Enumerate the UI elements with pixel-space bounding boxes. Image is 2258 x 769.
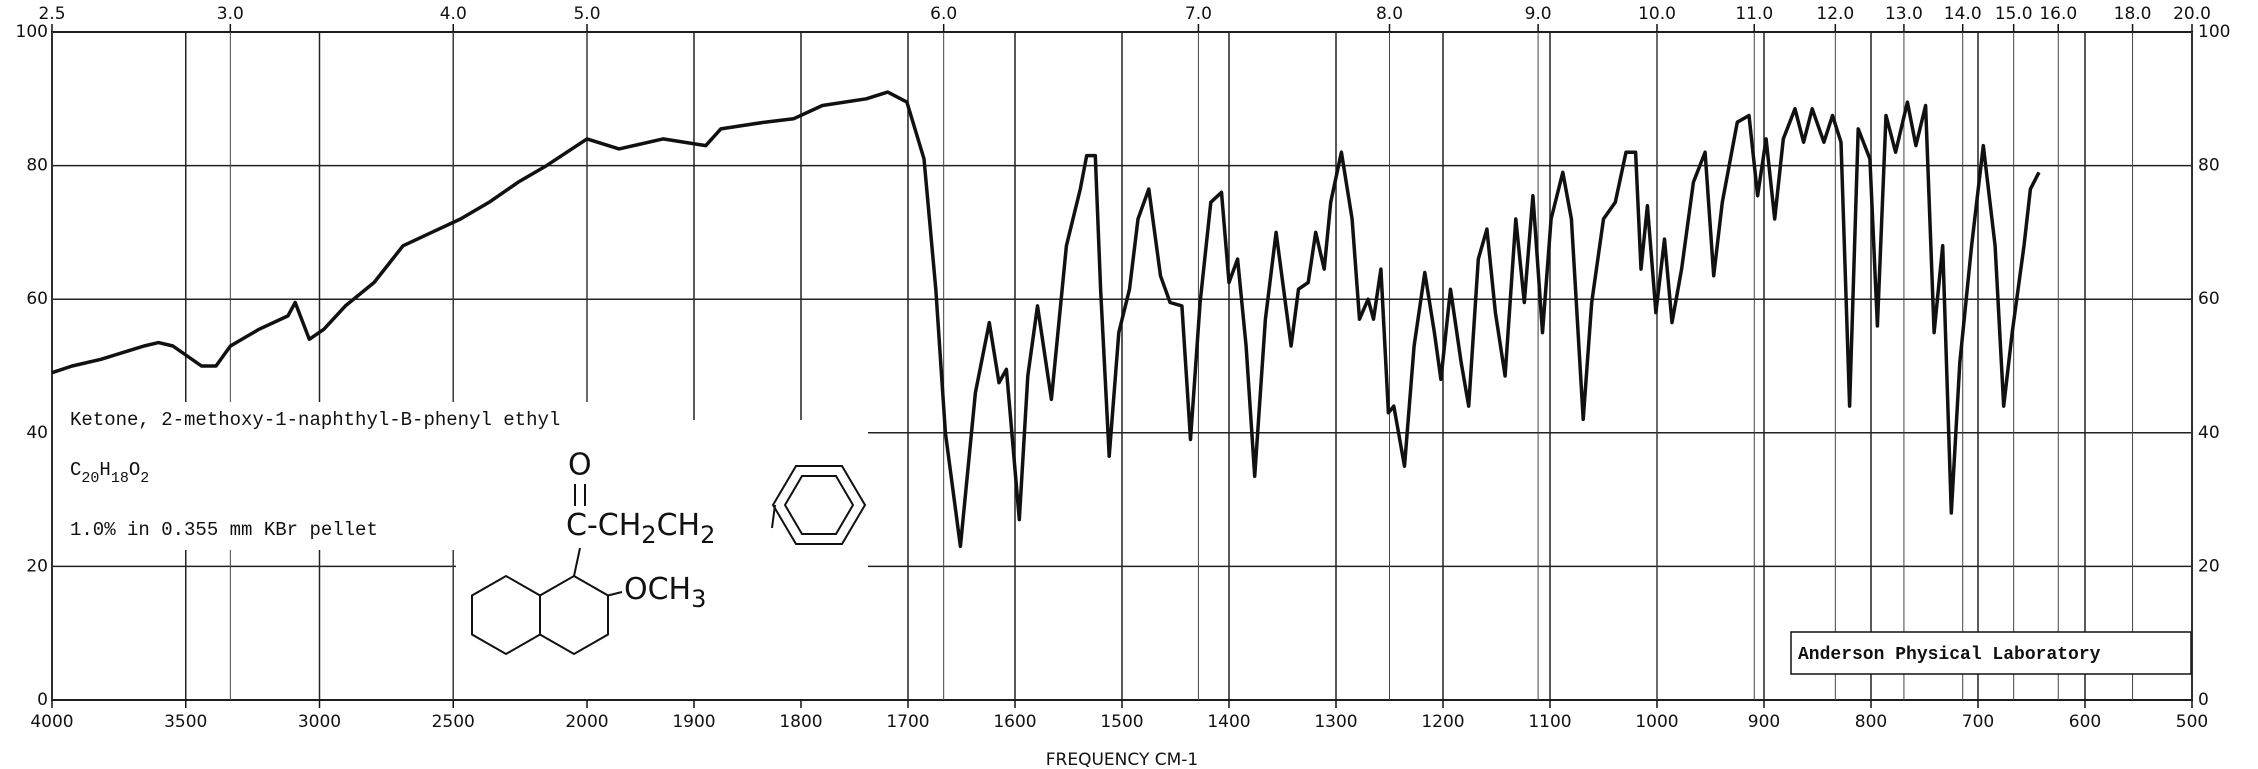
compound-name: Ketone, 2-methoxy-1-naphthyl-B-phenyl et… — [70, 409, 560, 431]
formula: C20H18O2 — [70, 459, 149, 487]
structure-sub: 2 — [700, 521, 715, 549]
x-tick-label: 500 — [2176, 712, 2208, 732]
structure-sub: 3 — [691, 585, 706, 613]
x2-tick-label: 18.0 — [2114, 4, 2152, 24]
x2-tick-label: 15.0 — [1995, 4, 2033, 24]
x-tick-label: 700 — [1962, 712, 1994, 732]
ring — [771, 465, 867, 545]
x-tick-label: 3500 — [164, 712, 207, 732]
x-tick-label: 1400 — [1207, 712, 1250, 732]
x-tick-label: 800 — [1855, 712, 1887, 732]
x-tick-label: 1900 — [672, 712, 715, 732]
structure-part: CH — [657, 508, 701, 543]
y2-tick-label: 20 — [2198, 556, 2220, 576]
y-tick-label: 80 — [26, 156, 48, 176]
x-tick-label: 4000 — [30, 712, 73, 732]
x-tick-label: 900 — [1748, 712, 1780, 732]
sample-note: 1.0% in 0.355 mm KBr pellet — [70, 519, 378, 541]
x2-tick-label: 20.0 — [2173, 4, 2211, 24]
structure-label: OCH3 — [624, 572, 706, 614]
x2-tick-label: 11.0 — [1735, 4, 1773, 24]
x-tick-label: 1300 — [1314, 712, 1357, 732]
y-tick-label: 20 — [26, 556, 48, 576]
x-tick-label: 1100 — [1528, 712, 1571, 732]
x-tick-label: 2500 — [432, 712, 475, 732]
structure-sub: 2 — [641, 521, 656, 549]
formula-sub: 18 — [111, 470, 129, 487]
y-tick-label: 100 — [16, 22, 48, 42]
formula-part: H — [99, 459, 110, 481]
formula-part: O — [129, 459, 140, 481]
x-tick-label: 3000 — [298, 712, 341, 732]
y2-tick-label: 0 — [2198, 690, 2209, 710]
y-tick-label: 60 — [26, 289, 48, 309]
lab-box — [1790, 631, 2192, 675]
x2-tick-label: 14.0 — [1944, 4, 1982, 24]
x-tick-label: 2000 — [565, 712, 608, 732]
formula-sub: 2 — [140, 470, 149, 487]
grid — [51, 24, 2193, 708]
structure-label: C-CH2CH2 — [566, 508, 715, 550]
bond — [573, 547, 581, 577]
structure-part: C-CH — [566, 508, 641, 543]
y2-tick-label: 100 — [2198, 22, 2230, 42]
formula-sub: 20 — [81, 470, 99, 487]
x-tick-label: 1200 — [1421, 712, 1464, 732]
y-tick-label: 0 — [37, 690, 48, 710]
x2-tick-label: 9.0 — [1525, 4, 1552, 24]
structure — [471, 465, 867, 656]
x2-tick-label: 2.5 — [38, 4, 65, 24]
y2-tick-label: 60 — [2198, 289, 2220, 309]
ring-inner — [783, 475, 855, 535]
x-tick-label: 600 — [2069, 712, 2101, 732]
x-tick-label: 1500 — [1100, 712, 1143, 732]
structure-label: O — [568, 448, 592, 483]
x2-tick-label: 8.0 — [1376, 4, 1403, 24]
x2-tick-label: 16.0 — [2039, 4, 2077, 24]
x2-tick-label: 12.0 — [1816, 4, 1854, 24]
x-tick-label: 1000 — [1635, 712, 1678, 732]
x2-tick-label: 3.0 — [217, 4, 244, 24]
y-tick-label: 40 — [26, 423, 48, 443]
ring — [471, 574, 541, 656]
x-tick-label: 1600 — [993, 712, 1036, 732]
structure-part: OCH — [624, 572, 691, 607]
x2-tick-label: 13.0 — [1885, 4, 1923, 24]
y2-tick-label: 80 — [2198, 156, 2220, 176]
x2-tick-label: 5.0 — [573, 4, 600, 24]
panel — [456, 420, 868, 699]
x-tick-label: 1700 — [886, 712, 929, 732]
bond — [607, 591, 623, 597]
spectrum-line — [51, 90, 2041, 549]
y2-tick-label: 40 — [2198, 423, 2220, 443]
annotation-panels — [53, 402, 2192, 699]
panel — [53, 436, 456, 550]
lab-name: Anderson Physical Laboratory — [1798, 645, 2101, 665]
x2-tick-label: 4.0 — [440, 4, 467, 24]
x-tick-label: 1800 — [779, 712, 822, 732]
x2-tick-label: 7.0 — [1185, 4, 1212, 24]
formula-part: C — [70, 459, 81, 481]
x2-tick-label: 6.0 — [930, 4, 957, 24]
x-axis-label: FREQUENCY CM-1 — [1046, 750, 1198, 769]
x2-tick-label: 10.0 — [1638, 4, 1676, 24]
